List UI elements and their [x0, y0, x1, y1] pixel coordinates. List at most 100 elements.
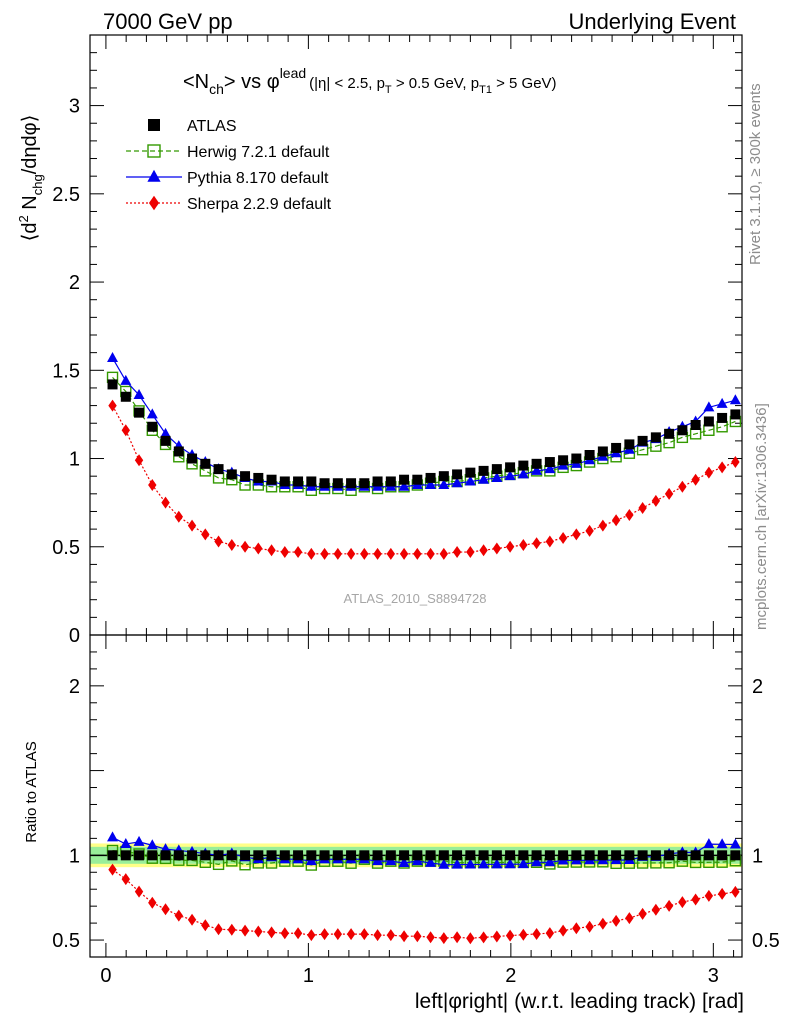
atlas-ratio-point — [452, 850, 463, 861]
atlas-point — [279, 476, 290, 487]
ratio-ylabel: Ratio to ATLAS — [23, 741, 40, 842]
main-y-tick-label: 0 — [69, 625, 80, 647]
atlas-ratio-point — [306, 850, 317, 861]
sherpa-ratio-point — [545, 927, 555, 940]
sherpa-ratio-point — [532, 927, 541, 940]
atlas-point — [571, 453, 582, 464]
sherpa-ratio-point — [439, 932, 449, 945]
herwig-point — [663, 436, 675, 449]
sherpa-ratio-point — [717, 887, 727, 900]
atlas-point — [677, 425, 688, 436]
atlas-point — [703, 416, 714, 427]
atlas-ratio-point — [147, 850, 158, 861]
atlas-ratio-point — [412, 850, 423, 861]
sherpa-point — [651, 494, 661, 507]
atlas-point — [147, 421, 158, 432]
atlas-point — [253, 472, 264, 483]
pythia-ratio-point — [398, 857, 410, 868]
sherpa-point — [625, 509, 634, 521]
ratio-panel-axes: 0.5 1 2 0.5 1 2 0 1 2 3 — [52, 634, 780, 987]
atlas-ratio-point — [518, 850, 529, 861]
sherpa-ratio-point — [307, 929, 316, 942]
ratio-y-tick-label: 2 — [69, 676, 80, 698]
atlas-point — [452, 469, 463, 480]
sherpa-ratio-point — [346, 928, 356, 941]
atlas-ratio-point — [637, 850, 648, 861]
sherpa-ratio-point — [598, 917, 608, 930]
atlas-point — [438, 471, 449, 482]
sherpa-point — [413, 547, 422, 560]
atlas-point — [425, 472, 436, 483]
pythia-ratio-point — [133, 835, 145, 846]
x-axis-label: left|φright| (w.r.t. leading track) [rad… — [415, 990, 744, 1013]
legend-label-pythia: Pythia 8.170 default — [187, 170, 329, 187]
atlas-ratio-point — [200, 850, 211, 861]
pythia-ratio-point — [703, 838, 715, 849]
sherpa-ratio-point — [399, 930, 409, 943]
sherpa-point — [108, 399, 117, 412]
atlas-ratio-point — [717, 850, 728, 861]
main-ylabel: ⟨d2 Nchg/dηdφ⟩ — [16, 115, 45, 242]
x-tick-label: 0 — [100, 965, 111, 987]
atlas-point — [558, 455, 569, 466]
sherpa-ratio-point — [360, 928, 369, 941]
atlas-point — [412, 474, 423, 485]
sherpa-point — [731, 456, 740, 469]
sherpa-point — [254, 542, 263, 555]
sherpa-ratio-point — [572, 922, 581, 935]
sherpa-point — [227, 539, 237, 551]
atlas-ratio-point — [385, 850, 396, 861]
sherpa-point — [704, 466, 714, 479]
main-y-tick-label: 3 — [69, 96, 80, 118]
atlas-point — [637, 435, 648, 446]
sherpa-point — [717, 461, 727, 474]
atlas-ratio-point — [319, 850, 330, 861]
sherpa-ratio-point — [148, 896, 157, 909]
sherpa-ratio-point — [638, 907, 647, 920]
sherpa-point — [572, 528, 581, 541]
pythia-point — [120, 374, 132, 385]
pythia-ratio-point — [504, 858, 516, 869]
sherpa-point — [293, 546, 303, 559]
sherpa-point — [161, 496, 170, 509]
atlas-ratio-point — [213, 850, 224, 861]
pythia-ratio-point — [464, 858, 476, 869]
sherpa-ratio-point — [558, 924, 568, 937]
sherpa-point — [386, 547, 396, 560]
sherpa-ratio-point — [267, 926, 276, 939]
pythia-point — [716, 397, 728, 408]
atlas-point — [226, 469, 237, 480]
atlas-ratio-point — [399, 850, 410, 861]
atlas-point — [160, 435, 171, 446]
atlas-point — [359, 478, 370, 489]
x-tick-label: 3 — [708, 965, 719, 987]
atlas-ratio-point — [465, 850, 476, 861]
atlas-point — [584, 450, 595, 460]
ratio-frame — [89, 634, 743, 958]
sherpa-point — [519, 539, 528, 551]
pythia-ratio-point — [120, 838, 132, 849]
atlas-ratio-point — [703, 850, 714, 861]
sherpa-ratio-point — [108, 863, 117, 876]
mcplots-label: mcplots.cern.ch [arXiv:1306.3436] — [753, 403, 770, 630]
pythia-ratio-point — [544, 856, 556, 867]
atlas-ratio-point — [558, 850, 569, 861]
sherpa-ratio-point — [413, 930, 422, 943]
atlas-point — [306, 476, 317, 487]
pythia-point — [531, 464, 543, 475]
atlas-point — [134, 407, 145, 418]
atlas-point — [730, 409, 741, 420]
sherpa-point — [611, 514, 621, 527]
sherpa-ratio-point — [611, 914, 621, 927]
atlas-ratio-point — [253, 850, 264, 861]
pythia-point — [491, 471, 503, 482]
atlas-ratio-point — [107, 850, 118, 861]
header-right-title: Underlying Event — [568, 9, 736, 34]
sherpa-point — [320, 547, 329, 560]
atlas-ratio-point — [332, 850, 343, 861]
main-y-tick-label: 1.5 — [52, 360, 80, 382]
pythia-point — [160, 427, 172, 438]
sherpa-ratio-point — [227, 923, 237, 936]
main-y-tick-label: 2 — [69, 272, 80, 294]
atlas-point — [717, 412, 728, 423]
